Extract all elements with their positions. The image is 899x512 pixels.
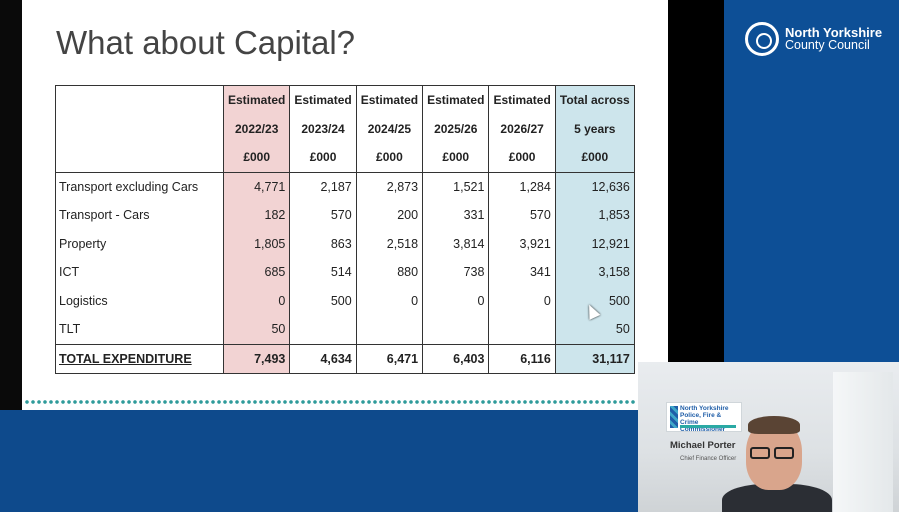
background-window <box>833 372 893 512</box>
header-row: Estimated Estimated Estimated Estimated … <box>55 85 635 115</box>
commissioner-logo-text: North Yorkshire Police, Fire & Crime Com… <box>680 405 729 433</box>
table-cell: 50 <box>555 315 635 344</box>
table-cell: 500 <box>289 286 357 315</box>
table-cell: 685 <box>223 258 291 287</box>
row-label: Logistics <box>55 286 224 315</box>
table-cell: 0 <box>488 286 556 315</box>
header-cell: 2022/23 <box>223 114 291 143</box>
table-cell: 12,636 <box>555 172 635 201</box>
table-cell: 880 <box>356 258 424 287</box>
left-black-strip <box>0 0 22 410</box>
header-cell: 5 years <box>555 114 635 143</box>
table-cell: 0 <box>422 286 490 315</box>
row-label: TLT <box>55 315 224 344</box>
speaker-role: Chief Finance Officer <box>680 456 737 462</box>
table-cell: 1,805 <box>223 229 291 258</box>
logo-line-2: County Council <box>785 38 870 52</box>
header-cell: £000 <box>289 143 357 173</box>
row-label: ICT <box>55 258 224 287</box>
speaker-video-feed: North Yorkshire Police, Fire & Crime Com… <box>638 362 899 512</box>
header-cell: £000 <box>356 143 424 173</box>
table-cell: 12,921 <box>555 229 635 258</box>
table-cell: 7,493 <box>223 343 291 374</box>
table-cell: 6,471 <box>356 343 424 374</box>
header-cell: £000 <box>488 143 556 173</box>
table-row: ICT 685 514 880 738 341 3,158 <box>55 258 635 287</box>
header-cell <box>55 143 224 173</box>
table-cell: 3,814 <box>422 229 490 258</box>
table-cell: 200 <box>356 201 424 230</box>
header-cell: 2026/27 <box>488 114 556 143</box>
row-label: Transport excluding Cars <box>55 172 224 201</box>
header-cell: Total across <box>555 85 635 115</box>
header-cell: 2023/24 <box>289 114 357 143</box>
header-cell: 2024/25 <box>356 114 424 143</box>
table-cell: 50 <box>223 315 291 344</box>
table-cell: 1,853 <box>555 201 635 230</box>
table-row: Property 1,805 863 2,518 3,814 3,921 12,… <box>55 229 635 258</box>
table-cell: 514 <box>289 258 357 287</box>
header-cell: Estimated <box>356 85 424 115</box>
black-gap <box>668 0 724 362</box>
dotted-divider <box>24 399 636 405</box>
table-row: Transport excluding Cars 4,771 2,187 2,8… <box>55 172 635 201</box>
row-label: Property <box>55 229 224 258</box>
table-cell: 341 <box>488 258 556 287</box>
header-cell <box>55 85 224 115</box>
glasses-icon <box>750 446 800 460</box>
table-cell: 570 <box>488 201 556 230</box>
table-cell: 2,873 <box>356 172 424 201</box>
table-row: TLT 50 50 <box>55 315 635 344</box>
table-cell: 31,117 <box>555 343 635 374</box>
header-cell: 2025/26 <box>422 114 490 143</box>
header-row: £000 £000 £000 £000 £000 £000 <box>55 143 635 173</box>
table-cell: 570 <box>289 201 357 230</box>
capital-table: Estimated Estimated Estimated Estimated … <box>55 85 635 374</box>
table-cell: 500 <box>555 286 635 315</box>
table-cell: 6,403 <box>422 343 490 374</box>
slide-title: What about Capital? <box>56 24 356 61</box>
table-cell: 0 <box>223 286 291 315</box>
speaker-hair <box>748 416 800 434</box>
table-cell: 863 <box>289 229 357 258</box>
table-cell <box>289 315 357 344</box>
rose-emblem-icon <box>745 22 779 56</box>
table-cell: 2,518 <box>356 229 424 258</box>
table-row: Logistics 0 500 0 0 0 500 <box>55 286 635 315</box>
speaker-name: Michael Porter <box>670 440 736 451</box>
table-row: Transport - Cars 182 570 200 331 570 1,8… <box>55 201 635 230</box>
total-row: TOTAL EXPENDITURE 7,493 4,634 6,471 6,40… <box>55 343 635 374</box>
table-cell <box>422 315 490 344</box>
commissioner-logo: North Yorkshire Police, Fire & Crime Com… <box>666 402 742 433</box>
table-cell: 1,521 <box>422 172 490 201</box>
header-cell: £000 <box>223 143 291 173</box>
table-cell: 1,284 <box>488 172 556 201</box>
logo-line-1: North Yorkshire <box>785 25 883 40</box>
table-cell: 3,158 <box>555 258 635 287</box>
table-cell: 4,634 <box>289 343 357 374</box>
row-label: Transport - Cars <box>55 201 224 230</box>
header-row: 2022/23 2023/24 2024/25 2025/26 2026/27 … <box>55 114 635 143</box>
table-cell <box>488 315 556 344</box>
header-cell: Estimated <box>422 85 490 115</box>
bottom-blue-band <box>0 410 638 512</box>
table-cell: 6,116 <box>488 343 556 374</box>
total-label: TOTAL EXPENDITURE <box>55 343 224 374</box>
header-cell: Estimated <box>223 85 291 115</box>
table-cell: 738 <box>422 258 490 287</box>
table-cell: 4,771 <box>223 172 291 201</box>
blue-side-panel <box>724 0 899 362</box>
header-cell: £000 <box>422 143 490 173</box>
council-logo: North Yorkshire County Council <box>745 22 882 56</box>
header-cell: £000 <box>555 143 635 173</box>
table-cell: 3,921 <box>488 229 556 258</box>
table-cell: 331 <box>422 201 490 230</box>
table-cell: 182 <box>223 201 291 230</box>
table-cell: 2,187 <box>289 172 357 201</box>
header-cell <box>55 114 224 143</box>
table-cell: 0 <box>356 286 424 315</box>
header-cell: Estimated <box>488 85 556 115</box>
table-cell <box>356 315 424 344</box>
header-cell: Estimated <box>289 85 357 115</box>
